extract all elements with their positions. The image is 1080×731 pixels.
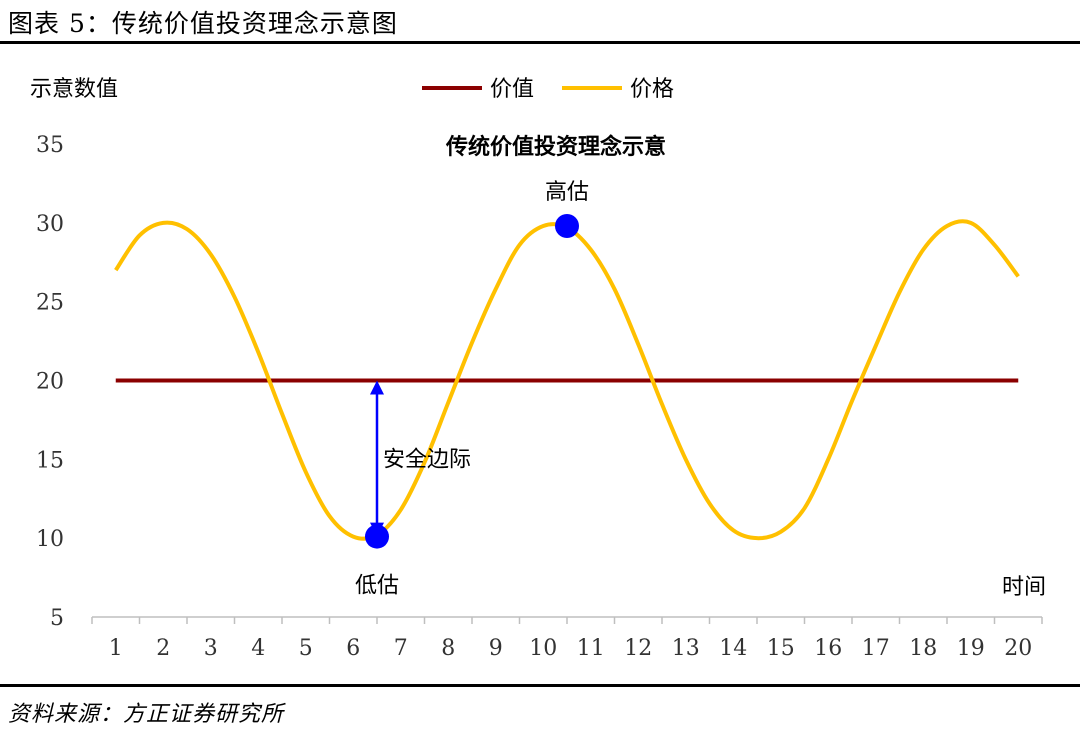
x-tick-label: 9 bbox=[489, 636, 503, 661]
overvalued-label: 高估 bbox=[545, 180, 589, 205]
x-tick-label: 19 bbox=[957, 636, 985, 661]
x-tick-label: 2 bbox=[156, 636, 170, 661]
x-tick-label: 8 bbox=[441, 636, 455, 661]
y-tick-label: 25 bbox=[36, 291, 64, 316]
top-rule bbox=[0, 41, 1080, 44]
x-tick-label: 17 bbox=[862, 636, 890, 661]
x-tick-label: 10 bbox=[529, 636, 557, 661]
x-tick-label: 13 bbox=[672, 636, 700, 661]
y-tick-label: 30 bbox=[36, 212, 64, 237]
legend: 价值 价格 bbox=[422, 77, 674, 102]
x-tick-label: 12 bbox=[624, 636, 652, 661]
x-tick-label: 20 bbox=[1004, 636, 1032, 661]
y-axis-label: 示意数值 bbox=[30, 77, 118, 102]
x-tick-label: 14 bbox=[719, 636, 747, 661]
x-tick-label: 3 bbox=[204, 636, 218, 661]
bottom-rule bbox=[0, 684, 1080, 687]
safety-margin-arrowhead-top bbox=[370, 380, 384, 395]
x-tick-label: 18 bbox=[909, 636, 937, 661]
axes: 1 2 3 4 5 6 7 8 9 10 11 12 13 14 15 16 17 18 19 20510152025… bbox=[36, 133, 1043, 661]
x-tick-label: 6 bbox=[346, 636, 360, 661]
x-axis-label: 时间 bbox=[1002, 575, 1046, 600]
x-tick-label: 4 bbox=[251, 636, 265, 661]
series-layer bbox=[114, 219, 1020, 541]
overvalued-marker bbox=[555, 213, 579, 238]
legend-label-price: 价格 bbox=[630, 77, 674, 102]
y-tick-label: 10 bbox=[36, 527, 64, 552]
y-tick-label: 15 bbox=[36, 448, 64, 473]
y-tick-label: 35 bbox=[36, 133, 64, 158]
source-note: 资料来源：方正证券研究所 bbox=[8, 702, 285, 727]
safety-margin-label: 安全边际 bbox=[383, 448, 471, 473]
y-tick-label: 20 bbox=[36, 370, 64, 395]
x-tick-label: 15 bbox=[767, 636, 795, 661]
y-tick-label: 5 bbox=[50, 606, 64, 631]
legend-label-value: 价值 bbox=[490, 77, 534, 102]
x-tick-label: 1 bbox=[109, 636, 123, 661]
x-tick-label: 16 bbox=[814, 636, 842, 661]
x-tick-label: 7 bbox=[394, 636, 408, 661]
safety-margin-arrowhead-bottom bbox=[370, 522, 384, 537]
chart-title: 传统价值投资理念示意 bbox=[445, 134, 666, 160]
figure-title: 图表 5：传统价值投资理念示意图 bbox=[8, 9, 398, 38]
x-tick-label: 11 bbox=[577, 636, 605, 661]
undervalued-label: 低估 bbox=[355, 574, 399, 599]
x-tick-label: 5 bbox=[299, 636, 313, 661]
